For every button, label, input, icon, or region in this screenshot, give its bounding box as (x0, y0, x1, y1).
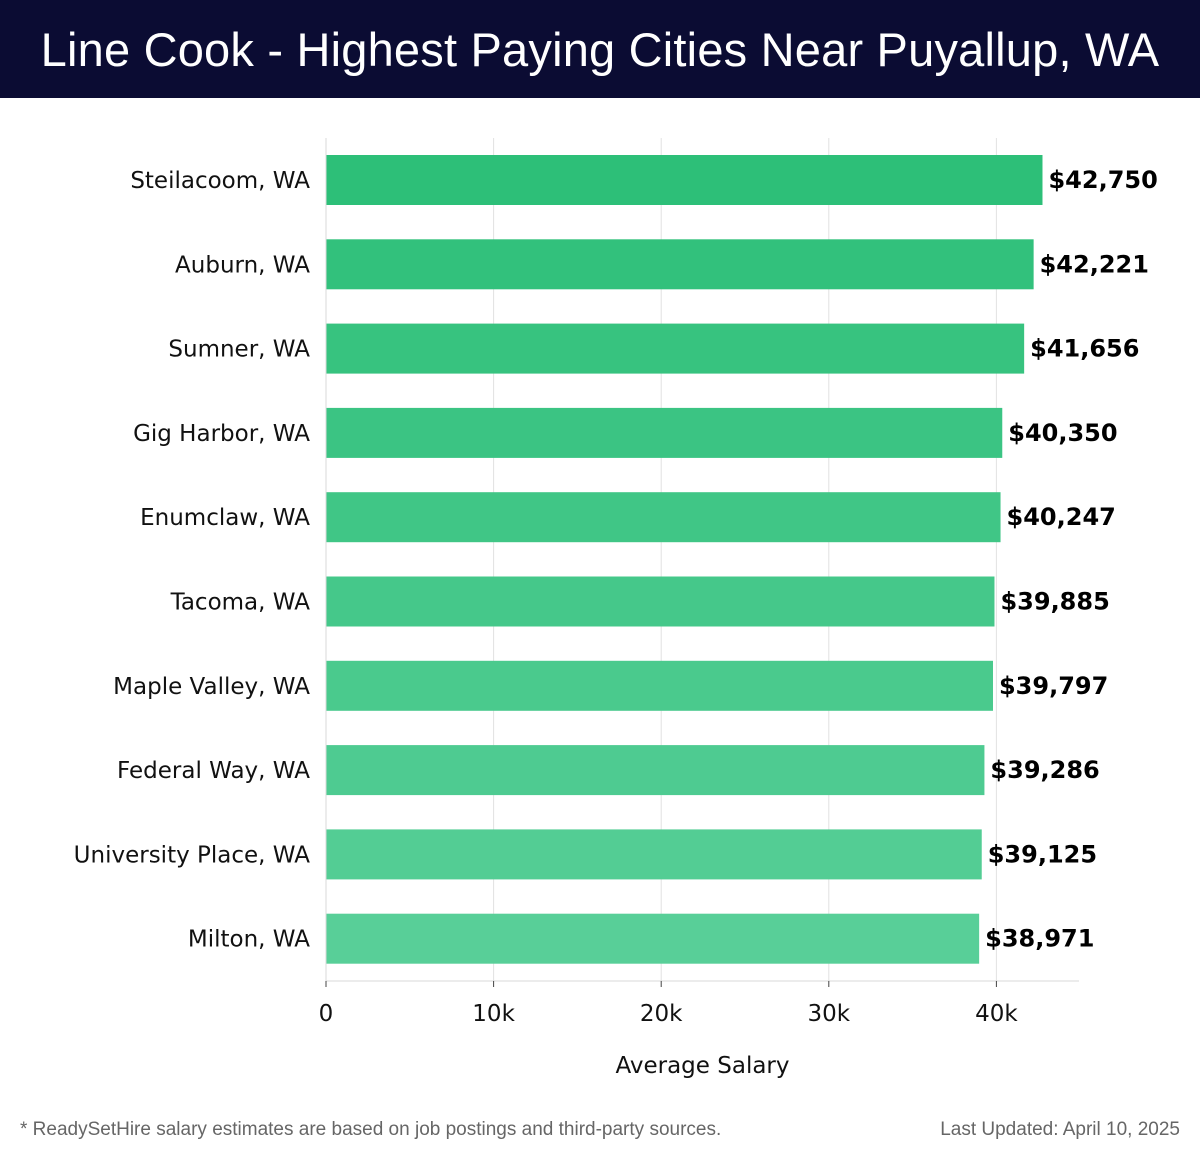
bar (326, 745, 985, 796)
bar (326, 407, 1003, 458)
last-updated: Last Updated: April 10, 2025 (940, 1119, 1180, 1140)
bar-chart: Steilacoom, WA Auburn, WA Sumner, WA Gig Ha… (74, 138, 1158, 1079)
bar (326, 323, 1025, 374)
value-label: $39,885 (1000, 588, 1109, 616)
x-axis: 0 10k 20k 30k 40k Average Salary (319, 138, 1079, 1079)
bar (326, 913, 980, 964)
bar (326, 829, 982, 880)
tick-label: 20k (640, 1001, 683, 1027)
category-label: Tacoma, WA (170, 590, 311, 616)
bar (326, 576, 995, 627)
category-label: Auburn, WA (175, 252, 310, 278)
bars (326, 155, 1043, 964)
chart-title: Line Cook - Highest Paying Cities Near P… (40, 22, 1160, 76)
category-label: University Place, WA (74, 842, 311, 868)
bar (326, 660, 993, 711)
value-label: $42,221 (1040, 250, 1149, 278)
bar (326, 155, 1043, 205)
value-label: $39,797 (999, 672, 1108, 700)
value-label: $40,247 (1007, 503, 1116, 531)
value-label: $39,286 (990, 756, 1099, 784)
footer-note: * ReadySetHire salary estimates are base… (20, 1119, 722, 1140)
value-label: $42,750 (1048, 166, 1157, 194)
value-labels: $42,750 $42,221 $41,656 $40,350 $40,247 $39,8… (985, 166, 1158, 953)
tick-label: 0 (319, 1001, 334, 1027)
chart-header: Line Cook - Highest Paying Cities Near P… (0, 0, 1200, 98)
category-label: Steilacoom, WA (130, 168, 310, 194)
value-label: $38,971 (985, 925, 1094, 953)
bar (326, 492, 1001, 543)
value-label: $40,350 (1008, 419, 1117, 447)
bar (326, 239, 1034, 290)
value-label: $39,125 (988, 840, 1097, 868)
tick-label: 30k (808, 1001, 851, 1027)
category-label: Sumner, WA (168, 337, 310, 363)
tick-label: 10k (472, 1001, 515, 1027)
category-label: Maple Valley, WA (113, 674, 310, 700)
category-labels: Steilacoom, WA Auburn, WA Sumner, WA Gig Ha… (74, 168, 311, 953)
category-label: Enumclaw, WA (140, 505, 310, 531)
category-label: Gig Harbor, WA (133, 421, 310, 447)
category-label: Federal Way, WA (117, 758, 310, 784)
value-label: $41,656 (1030, 335, 1139, 363)
x-axis-title: Average Salary (615, 1053, 789, 1079)
tick-label: 40k (975, 1001, 1018, 1027)
category-label: Milton, WA (188, 927, 310, 953)
